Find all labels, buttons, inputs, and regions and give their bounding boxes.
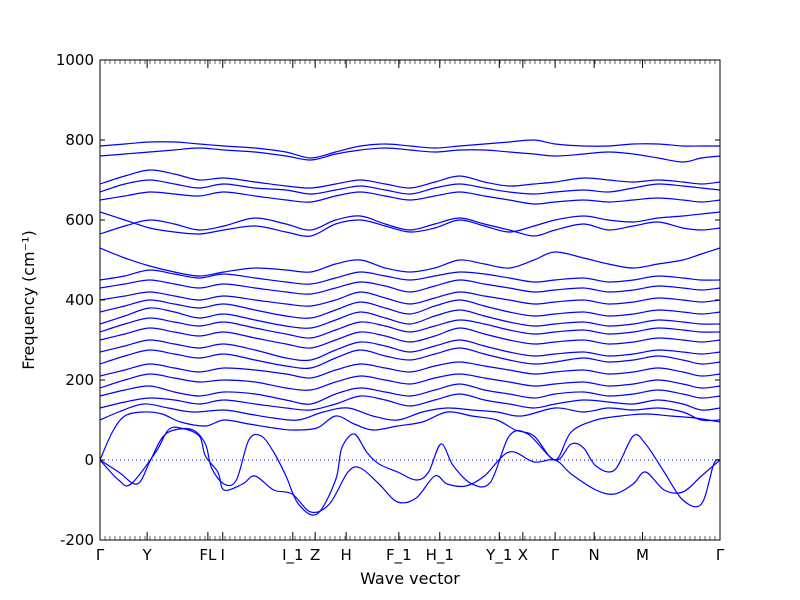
band-line-3 xyxy=(100,411,720,461)
x-tick-label: Z xyxy=(310,546,320,564)
band-line-4 xyxy=(100,403,720,422)
band-line-14 xyxy=(100,299,720,319)
x-tick-label: FL xyxy=(199,546,217,564)
band-line-23 xyxy=(100,169,720,189)
y-axis-ticks: -200 0 200 400 600 800 1000 xyxy=(56,51,720,549)
x-tick-label: H xyxy=(340,546,351,564)
band-line-11 xyxy=(100,327,720,349)
band-line-16 xyxy=(100,279,720,295)
x-tick-label: N xyxy=(589,546,600,564)
x-tick-label: Y_1 xyxy=(485,546,512,565)
band-line-25 xyxy=(100,139,720,159)
band-line-17 xyxy=(100,269,720,285)
band-line-5 xyxy=(100,393,720,411)
band-line-20 xyxy=(100,211,720,237)
x-tick-label: Γ xyxy=(96,546,105,564)
y-tick-label: 800 xyxy=(65,131,94,149)
band-lines xyxy=(100,139,720,516)
band-line-6 xyxy=(100,383,720,405)
band-line-10 xyxy=(100,339,720,362)
band-line-8 xyxy=(100,361,720,379)
x-tick-label: Γ xyxy=(716,546,725,564)
x-tick-label: H_1 xyxy=(426,546,454,565)
band-line-22 xyxy=(100,179,720,195)
x-tick-label: M xyxy=(636,546,649,564)
x-tick-label: I xyxy=(221,546,225,564)
band-line-24 xyxy=(100,147,720,163)
band-line-2 xyxy=(100,428,720,516)
x-minor-ticks xyxy=(99,60,721,540)
x-tick-label: X xyxy=(518,546,528,564)
band-line-7 xyxy=(100,373,720,391)
y-tick-label: -200 xyxy=(60,531,94,549)
y-tick-label: 0 xyxy=(84,451,94,469)
band-line-19 xyxy=(100,215,720,237)
band-line-1 xyxy=(100,426,720,514)
x-tick-label: Y xyxy=(142,546,153,564)
band-line-21 xyxy=(100,191,720,205)
x-tick-label: I_1 xyxy=(282,546,303,565)
x-axis-ticks: Γ Y FL I I_1 Z H F_1 H_1 Y_1 X Γ N M Γ xyxy=(96,60,725,565)
band-line-12 xyxy=(100,317,720,339)
y-tick-label: 600 xyxy=(65,211,94,229)
y-tick-label: 400 xyxy=(65,291,94,309)
y-tick-label: 1000 xyxy=(56,51,94,69)
y-tick-label: 200 xyxy=(65,371,94,389)
band-line-15 xyxy=(100,291,720,307)
band-line-9 xyxy=(100,347,720,370)
x-axis-title: Wave vector xyxy=(360,569,460,588)
x-tick-label: F_1 xyxy=(386,546,412,565)
band-line-18 xyxy=(100,247,720,277)
band-line-13 xyxy=(100,307,720,329)
x-tick-label: Γ xyxy=(551,546,560,564)
y-axis-title: Frequency (cm⁻¹) xyxy=(19,230,38,369)
